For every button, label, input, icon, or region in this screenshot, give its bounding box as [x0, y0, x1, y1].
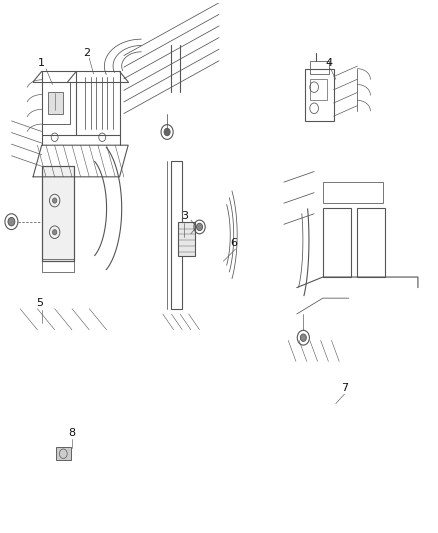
Circle shape	[197, 223, 202, 231]
Bar	[42, 166, 74, 261]
Text: 1: 1	[38, 59, 45, 68]
Bar	[171, 161, 182, 309]
Text: 5: 5	[36, 298, 43, 309]
Bar	[178, 222, 195, 256]
Circle shape	[164, 128, 170, 136]
Bar	[310, 61, 329, 74]
Text: 2: 2	[84, 48, 91, 58]
Bar	[56, 447, 71, 460]
Bar	[42, 259, 74, 272]
Circle shape	[300, 334, 306, 342]
Text: 6: 6	[231, 238, 238, 248]
Bar	[323, 182, 383, 203]
Circle shape	[8, 217, 15, 226]
Text: 4: 4	[326, 59, 333, 68]
Bar	[42, 82, 70, 124]
Bar	[323, 208, 351, 277]
Text: 3: 3	[181, 212, 188, 221]
Bar	[310, 79, 327, 100]
Circle shape	[53, 230, 57, 235]
Text: 8: 8	[68, 427, 75, 438]
Bar	[48, 92, 64, 114]
Text: 7: 7	[341, 383, 348, 393]
Bar	[357, 208, 385, 277]
Circle shape	[53, 198, 57, 203]
Bar	[42, 166, 74, 261]
Bar	[305, 69, 334, 122]
